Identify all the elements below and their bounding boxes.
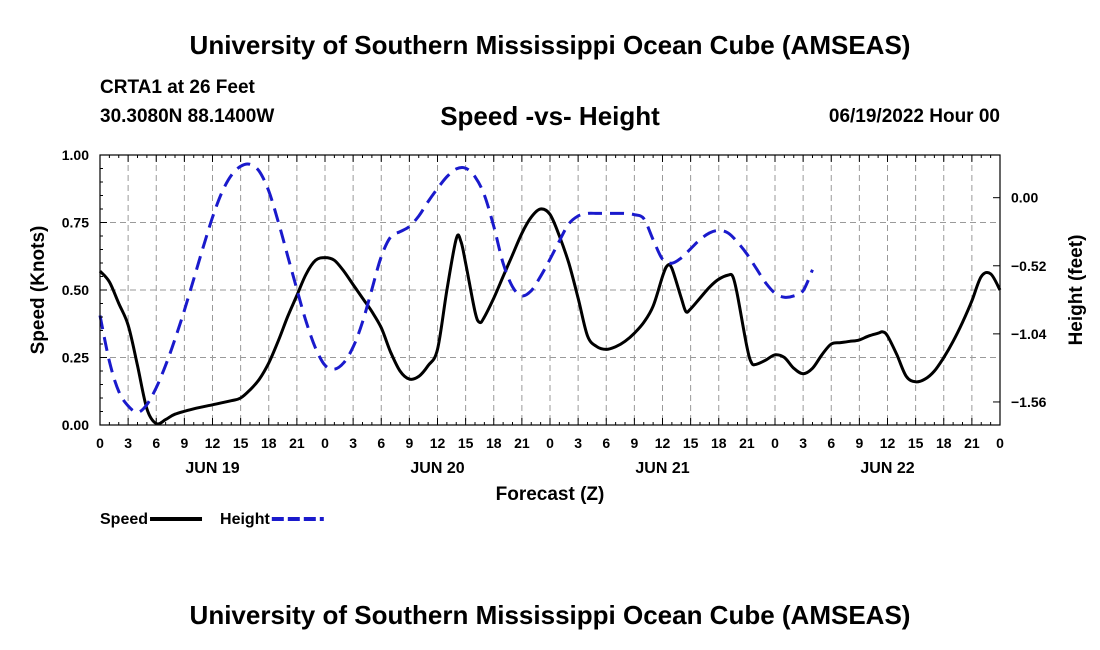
x-tick-label: 0 [996,435,1004,451]
x-tick-label: 0 [771,435,779,451]
x-tick-label: 3 [124,435,132,451]
date-label: JUN 21 [635,460,689,477]
x-tick-label: 15 [683,435,699,451]
legend-label-speed: Speed [100,511,148,528]
legend-label-height: Height [220,511,270,528]
y-axis-title: Speed (Knots) [28,226,49,355]
axis-labels: 0 3 6 9 12 15 18 21 0 3 6 9 12 15 18 21 0 3 6 9 12 15 18 21 0 3 6 9… [28,147,1087,505]
legend: Speed Height [100,511,324,528]
x-tick-label: 18 [486,435,502,451]
y-tick-label: 0.00 [62,417,89,433]
x-tick-label: 6 [377,435,385,451]
x-axis-title: Forecast (Z) [496,484,605,505]
x-tick-label: 15 [233,435,249,451]
x-tick-label: 12 [655,435,671,451]
x-tick-label: 18 [711,435,727,451]
x-tick-label: 9 [180,435,188,451]
x-tick-label: 9 [855,435,863,451]
y-tick-label: 1.00 [62,147,89,163]
x-tick-label: 21 [514,435,530,451]
station-coords: 30.3080N 88.1400W [100,106,275,127]
y2-tick-label: 0.00 [1011,190,1038,206]
station-name: CRTA1 at 26 Feet [100,77,255,98]
x-tick-label: 18 [936,435,952,451]
x-tick-label: 12 [205,435,221,451]
x-tick-label: 21 [739,435,755,451]
axis-ticks [99,154,1001,426]
data-series [98,162,1002,426]
y-tick-label: 0.50 [62,282,89,298]
x-tick-label: 9 [630,435,638,451]
x-tick-label: 15 [908,435,924,451]
x-tick-label: 15 [458,435,474,451]
x-tick-label: 6 [152,435,160,451]
x-tick-label: 3 [799,435,807,451]
y2-tick-label: −1.04 [1011,326,1047,342]
x-tick-label: 3 [574,435,582,451]
x-tick-label: 6 [602,435,610,451]
y-tick-label: 0.25 [62,350,89,366]
x-tick-label: 0 [96,435,104,451]
x-tick-label: 6 [827,435,835,451]
x-tick-label: 0 [321,435,329,451]
footer-title: University of Southern Mississippi Ocean… [189,600,911,630]
date-label: JUN 20 [410,460,464,477]
x-tick-label: 21 [964,435,980,451]
forecast-run-time: 06/19/2022 Hour 00 [828,106,1000,127]
grid-lines [100,155,1000,425]
y2-tick-label: −1.56 [1011,394,1047,410]
y2-tick-label: −0.52 [1011,258,1047,274]
chart-title: Speed -vs- Height [440,101,660,131]
height-series-line [98,162,814,414]
x-tick-label: 12 [880,435,896,451]
x-tick-label: 9 [405,435,413,451]
y-tick-label: 0.75 [62,215,89,231]
x-tick-label: 18 [261,435,277,451]
x-tick-label: 3 [349,435,357,451]
x-tick-label: 12 [430,435,446,451]
x-tick-label: 21 [289,435,305,451]
main-title: University of Southern Mississippi Ocean… [189,30,911,60]
speed-series-line [98,207,1002,426]
y2-axis-title: Height (feet) [1066,235,1087,346]
date-label: JUN 19 [185,460,239,477]
date-label: JUN 22 [860,460,914,477]
x-tick-label: 0 [546,435,554,451]
